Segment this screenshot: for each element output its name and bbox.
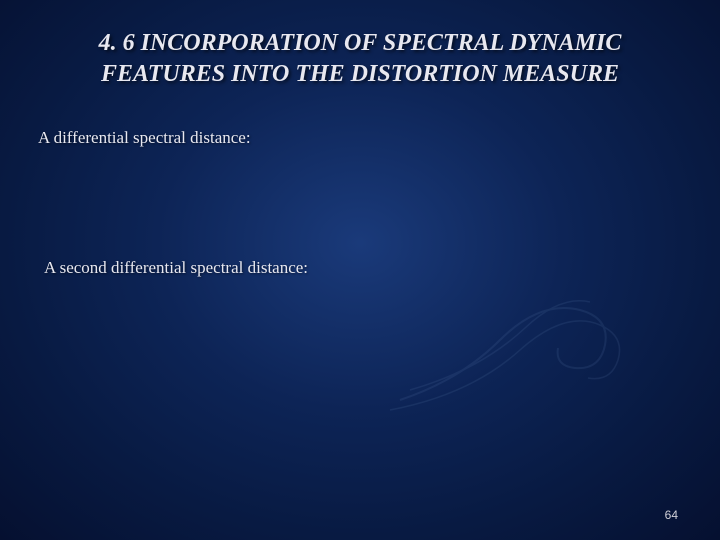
page-number: 64 — [665, 508, 678, 522]
body-text-2: A second differential spectral distance: — [0, 258, 720, 278]
slide-title: 4. 6 INCORPORATION OF SPECTRAL DYNAMIC F… — [0, 0, 720, 90]
title-line-2: FEATURES INTO THE DISTORTION MEASURE — [50, 59, 670, 90]
title-line-1: 4. 6 INCORPORATION OF SPECTRAL DYNAMIC — [50, 28, 670, 59]
body-text-1: A differential spectral distance: — [0, 128, 720, 148]
